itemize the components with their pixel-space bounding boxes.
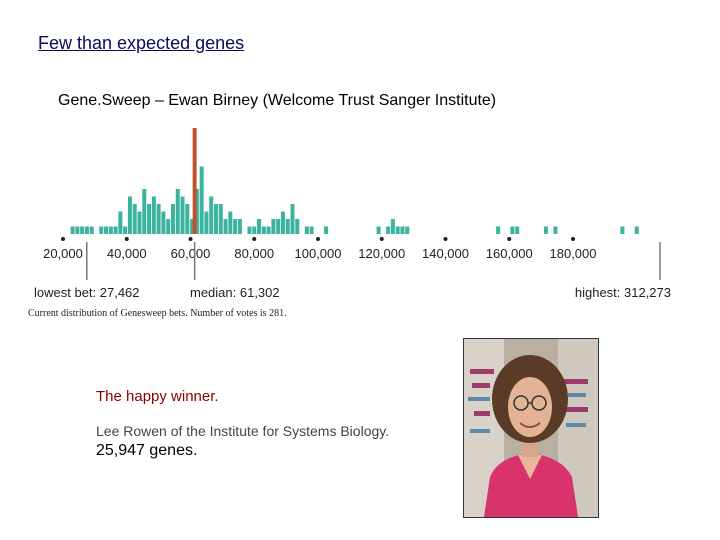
histogram-bar: [132, 204, 137, 234]
axis-tick-dot: [507, 237, 512, 241]
axis-tick-labels: 20,000 40,000 60,000 80,000 100,000 120,000 14…: [43, 246, 596, 261]
histogram-bar: [252, 226, 257, 234]
axis-tick-label: 180,000: [550, 246, 597, 261]
histogram-bar: [285, 219, 290, 234]
histogram-bar: [553, 226, 558, 234]
histogram-bar: [510, 226, 515, 234]
histogram-bar: [170, 204, 175, 234]
histogram-bar: [137, 211, 142, 234]
histogram-bar: [515, 226, 520, 234]
median-marker: [192, 128, 197, 234]
histogram-bar: [204, 211, 209, 234]
highest-bet-label: highest: 312,273: [575, 285, 671, 300]
histogram-bar: [218, 204, 223, 234]
histogram-bar: [395, 226, 400, 234]
histogram-bar: [280, 211, 285, 234]
histogram-bar: [108, 226, 113, 234]
histogram-bar: [400, 226, 405, 234]
histogram-bar: [223, 219, 228, 234]
histogram-bar: [89, 226, 94, 234]
axis-tick-label: 60,000: [171, 246, 211, 261]
winner-description: Lee Rowen of the Institute for Systems B…: [96, 423, 390, 439]
histogram-bar: [496, 226, 501, 234]
histogram-bar: [233, 219, 238, 234]
median-highlight-bar: [192, 128, 197, 234]
axis-tick-label: 140,000: [422, 246, 469, 261]
histogram-bar: [295, 219, 300, 234]
histogram-bar: [70, 226, 75, 234]
histogram-bar: [75, 226, 80, 234]
histogram-bar: [104, 226, 109, 234]
histogram-bar: [156, 204, 161, 234]
winner-photo: [463, 338, 599, 518]
histogram-bar: [113, 226, 118, 234]
histogram-bar: [543, 226, 548, 234]
bet-marker-lines: [86, 242, 661, 280]
histogram-bar: [266, 226, 271, 234]
histogram-bar: [271, 219, 276, 234]
bet-marker-labels: lowest bet: 27,462 median: 61,302 highest:…: [34, 285, 671, 300]
histogram-bar: [214, 204, 218, 234]
winner-guess: 25,947 genes.: [96, 442, 198, 459]
histogram-bar: [634, 226, 639, 234]
histogram-bar: [323, 226, 328, 234]
axis-tick-dot: [124, 237, 129, 241]
axis-tick-label: 160,000: [486, 246, 533, 261]
histogram-bar: [127, 196, 132, 234]
histogram-bar: [123, 226, 128, 234]
histogram-bar: [199, 166, 204, 234]
axis-tick-label: 120,000: [358, 246, 405, 261]
axis-tick-label: 80,000: [234, 246, 274, 261]
histogram-bar: [290, 204, 295, 234]
axis-tick-dot: [61, 237, 65, 241]
histogram-bar: [185, 204, 190, 234]
histogram-bar: [247, 226, 252, 234]
axis-tick-dot: [252, 237, 257, 241]
genesweep-histogram: 20,000 40,000 60,000 80,000 100,000 120,000 14…: [34, 128, 671, 300]
histogram-bar: [80, 226, 85, 234]
axis-tick-dot: [188, 237, 193, 241]
histogram-bar: [151, 196, 156, 234]
histogram-bar: [99, 226, 104, 234]
histogram-bar: [194, 189, 199, 234]
histogram-bar: [304, 226, 309, 234]
chart-caption: Current distribution of Genesweep bets. …: [28, 308, 287, 319]
axis-tick-dots: [61, 237, 575, 241]
winner-heading: The happy winner.: [96, 388, 219, 405]
axis-tick-label: 100,000: [295, 246, 342, 261]
histogram-bar: [276, 219, 281, 234]
histogram-bar: [175, 189, 180, 234]
histogram-bar: [190, 219, 195, 234]
histogram-bar: [228, 211, 233, 234]
axis-tick-dot: [443, 237, 448, 241]
histogram-bar: [376, 226, 381, 234]
histogram-bar: [390, 219, 395, 234]
histogram-bar: [142, 189, 147, 234]
slide-subtitle: Gene.Sweep – Ewan Birney (Welcome Trust …: [58, 92, 497, 109]
histogram-bar: [180, 196, 185, 234]
histogram-bar: [161, 211, 166, 234]
histogram-bar: [257, 219, 262, 234]
axis-tick-dot: [379, 237, 384, 241]
histogram-bar: [261, 226, 266, 234]
axis-tick-label: 20,000: [43, 246, 83, 261]
lowest-bet-label: lowest bet: 27,462: [34, 285, 140, 300]
histogram-bars: [70, 166, 639, 234]
histogram-bar: [620, 226, 625, 234]
axis-tick-dot: [571, 237, 575, 241]
histogram-bar: [118, 211, 123, 234]
histogram-bar: [147, 204, 152, 234]
histogram-bar: [209, 196, 214, 234]
histogram-bar: [309, 226, 314, 234]
median-bet-label: median: 61,302: [190, 285, 280, 300]
axis-tick-label: 40,000: [107, 246, 147, 261]
histogram-bar: [386, 226, 391, 234]
histogram-bar: [237, 219, 242, 234]
axis-tick-dot: [316, 237, 320, 241]
slide-title: Few than expected genes: [38, 33, 245, 53]
histogram-bar: [405, 226, 410, 234]
histogram-bar: [84, 226, 89, 234]
histogram-bar: [166, 219, 171, 234]
